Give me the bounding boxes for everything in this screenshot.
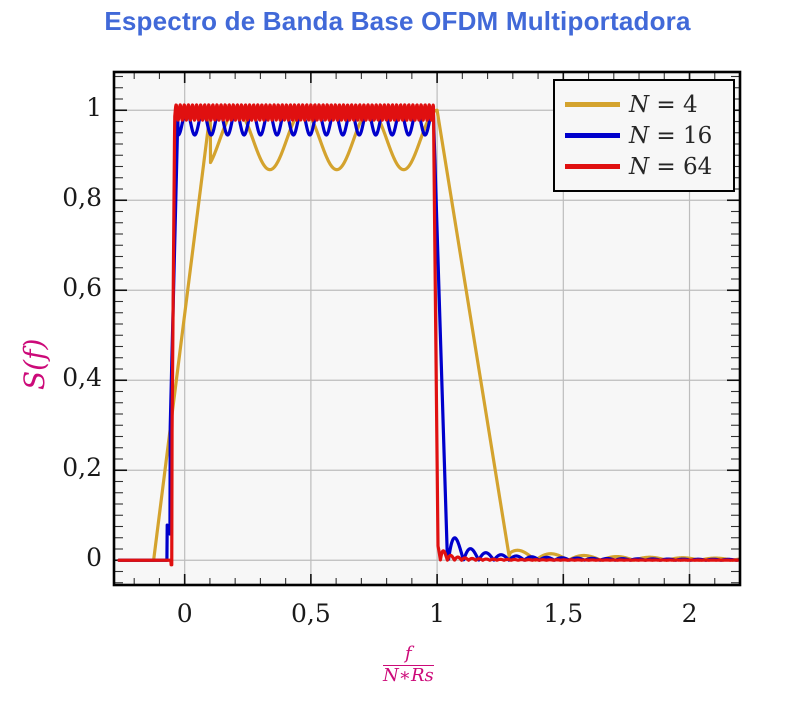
- y-tick-label: 1: [86, 93, 102, 123]
- y-axis-label: S(f): [18, 338, 51, 390]
- x-tick-label: 2: [681, 599, 698, 628]
- x-axis-label: f N∗Rs: [383, 644, 434, 686]
- legend-color-swatch: [565, 102, 620, 107]
- y-tick-label: 0,6: [62, 273, 102, 303]
- legend-item[interactable]: N = 64: [565, 151, 719, 182]
- y-tick-label: 0,8: [62, 183, 102, 213]
- legend-item[interactable]: N = 4: [565, 89, 719, 120]
- legend-color-swatch: [565, 164, 620, 169]
- legend-item-label: N = 16: [629, 122, 713, 149]
- x-axis-label-numerator: f: [383, 644, 434, 666]
- plot-frame: [112, 70, 742, 587]
- legend-item-label: N = 4: [629, 91, 698, 118]
- y-tick-label: 0,4: [62, 363, 102, 393]
- x-axis-label-denominator: N∗Rs: [383, 664, 434, 686]
- x-tick-label: 0: [176, 599, 193, 628]
- y-tick-label: 0: [86, 543, 102, 573]
- x-tick-label: 1,5: [543, 599, 584, 628]
- legend: N = 4 N = 16 N = 64: [553, 79, 735, 192]
- y-tick-label: 0,2: [62, 453, 102, 483]
- x-tick-label: 1: [429, 599, 446, 628]
- legend-item-label: N = 64: [629, 153, 713, 180]
- page-title: Espectro de Banda Base OFDM Multiportado…: [104, 6, 691, 36]
- x-tick-label: 0,5: [290, 599, 331, 628]
- legend-item[interactable]: N = 16: [565, 120, 719, 151]
- legend-color-swatch: [565, 133, 620, 138]
- series-line-64: [117, 103, 740, 567]
